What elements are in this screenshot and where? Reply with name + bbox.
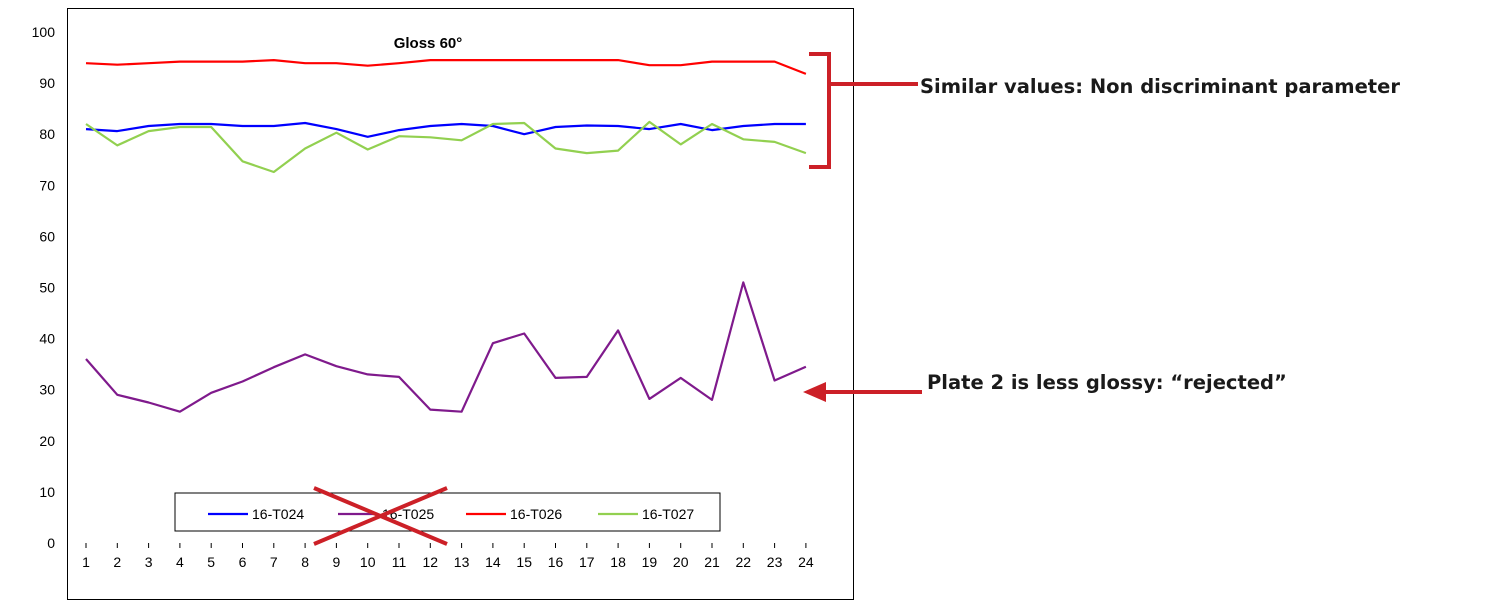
y-tick-label: 10 — [39, 484, 55, 500]
x-tick-label: 23 — [767, 554, 783, 570]
y-tick-label: 50 — [39, 280, 55, 296]
x-tick-label: 12 — [423, 554, 439, 570]
x-tick-label: 6 — [239, 554, 247, 570]
x-tick-label: 10 — [360, 554, 376, 570]
y-tick-label: 80 — [39, 126, 55, 142]
legend-label: 16-T024 — [252, 506, 304, 522]
rejected-arrow-head — [803, 382, 826, 402]
y-axis: 0 10 20 30 40 50 60 70 80 90 100 — [32, 24, 56, 551]
series-line-16-t027 — [86, 122, 806, 172]
series-lines — [86, 60, 806, 412]
x-tick-label: 11 — [392, 554, 407, 570]
series-line-16-t025 — [86, 282, 806, 411]
x-tick-label: 22 — [736, 554, 752, 570]
series-line-16-t026 — [86, 60, 806, 74]
y-tick-label: 90 — [39, 75, 55, 91]
x-tick-label: 3 — [145, 554, 153, 570]
y-tick-label: 0 — [47, 535, 55, 551]
y-tick-label: 30 — [39, 382, 55, 398]
x-tick-label: 4 — [176, 554, 184, 570]
x-tick-label: 17 — [579, 554, 595, 570]
x-tick-label: 16 — [548, 554, 564, 570]
x-tick-label: 14 — [485, 554, 501, 570]
x-tick-label: 15 — [516, 554, 532, 570]
x-tick-label: 13 — [454, 554, 470, 570]
x-tick-label: 5 — [207, 554, 215, 570]
series-line-16-t024 — [86, 123, 806, 137]
y-tick-label: 20 — [39, 433, 55, 449]
y-tick-label: 70 — [39, 177, 55, 193]
annotation-similar-values: Similar values: Non discriminant paramet… — [920, 75, 1400, 98]
x-tick-label: 21 — [704, 554, 720, 570]
x-tick-label: 7 — [270, 554, 278, 570]
x-tick-label: 24 — [798, 554, 814, 570]
x-tick-label: 2 — [113, 554, 121, 570]
legend-label: 16-T027 — [642, 506, 694, 522]
x-tick-label: 9 — [333, 554, 341, 570]
legend: 16-T024 16-T025 16-T026 16-T027 — [175, 488, 720, 544]
annotation-plate-rejected: Plate 2 is less glossy: “rejected” — [927, 371, 1287, 394]
similar-values-bracket — [809, 54, 829, 167]
x-tick-label: 18 — [610, 554, 626, 570]
x-tick-label: 20 — [673, 554, 689, 570]
y-tick-label: 60 — [39, 228, 55, 244]
x-tick-label: 1 — [82, 554, 90, 570]
y-tick-label: 100 — [32, 24, 56, 40]
annotation-marks — [803, 54, 922, 402]
x-axis: 1 2 3 4 5 6 7 8 9 10 11 12 13 14 15 16 17 18 19 20 21 22 23 24 — [82, 543, 814, 570]
x-tick-label: 8 — [301, 554, 309, 570]
x-tick-label: 19 — [642, 554, 658, 570]
legend-label: 16-T026 — [510, 506, 562, 522]
y-tick-label: 40 — [39, 331, 55, 347]
chart-title: Gloss 60° — [394, 35, 463, 52]
